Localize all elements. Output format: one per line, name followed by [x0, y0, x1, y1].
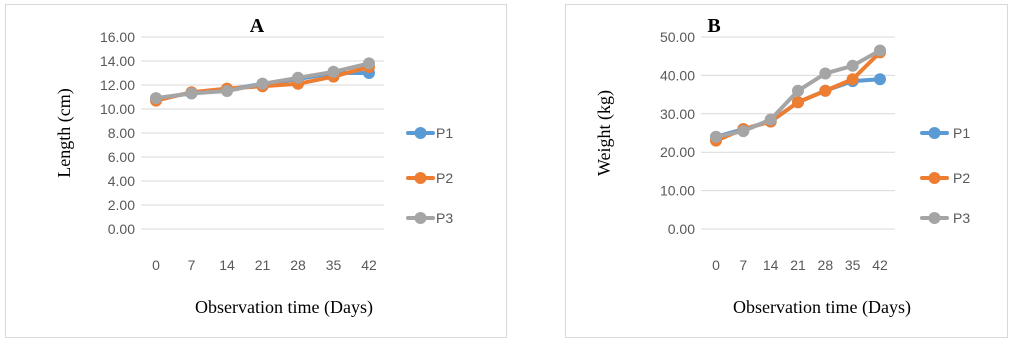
- data-point-p3: [150, 92, 162, 105]
- y-tick-label: 20.00: [660, 144, 695, 160]
- legend-label-p3: P3: [436, 210, 453, 226]
- data-point-p3: [874, 44, 886, 57]
- data-point-p1: [874, 73, 886, 86]
- legend-label-p1: P1: [436, 125, 453, 141]
- x-tick-label: 28: [818, 257, 834, 273]
- data-point-p3: [819, 67, 832, 80]
- x-tick-label: 7: [188, 257, 196, 273]
- data-point-p3: [256, 77, 269, 90]
- x-tick-label: 14: [763, 257, 779, 273]
- data-point-p3: [846, 59, 859, 72]
- y-tick-label: 50.00: [660, 29, 695, 45]
- y-axis-title: Weight (kg): [594, 90, 615, 176]
- y-tick-label: 10.00: [660, 183, 695, 199]
- legend-marker-p1: [414, 127, 427, 139]
- chart-panel-a: 0.00 2.00 4.00 6.00 8.00 10.00 12.00 14.00 16.00…: [5, 4, 507, 338]
- x-tick-label: 7: [739, 257, 747, 273]
- data-point-p2: [819, 84, 832, 97]
- y-tick-label: 14.00: [100, 53, 135, 69]
- x-tick-label: 35: [845, 257, 861, 273]
- data-point-p3: [710, 130, 722, 143]
- x-tick-label: 28: [290, 257, 306, 273]
- x-tick-label: 42: [872, 257, 888, 273]
- y-tick-label: 6.00: [108, 149, 135, 165]
- y-axis-title: Length (cm): [54, 88, 75, 177]
- data-point-p2: [846, 73, 859, 86]
- panel-label: B: [707, 15, 720, 37]
- legend-label-p3: P3: [953, 210, 970, 226]
- y-tick-label: 0.00: [668, 221, 695, 237]
- y-tick-label: 30.00: [660, 106, 695, 122]
- chart-b-svg: 0.00 10.00 20.00 30.00 40.00 50.00 0 7 14 21 28 35 4…: [594, 15, 970, 318]
- y-tick-label: 4.00: [108, 173, 135, 189]
- data-point-p3: [327, 65, 340, 78]
- y-tick-label: 40.00: [660, 67, 695, 83]
- x-axis-title: Observation time (Days): [195, 297, 373, 318]
- chart-a-svg: 0.00 2.00 4.00 6.00 8.00 10.00 12.00 14.00 16.00…: [54, 15, 453, 318]
- x-tick-label: 0: [712, 257, 720, 273]
- legend-label-p1: P1: [953, 125, 970, 141]
- x-tick-label: 35: [326, 257, 342, 273]
- legend-label-p2: P2: [436, 170, 453, 186]
- data-point-p3: [292, 71, 304, 84]
- legend-label-p2: P2: [953, 170, 970, 186]
- data-point-p3: [221, 85, 233, 97]
- data-point-p3: [185, 87, 198, 100]
- x-tick-label: 0: [152, 257, 160, 273]
- data-point-p3: [737, 125, 750, 138]
- data-point-p3: [792, 84, 804, 97]
- legend-marker-p3: [928, 212, 941, 224]
- x-tick-label: 42: [361, 257, 377, 273]
- chart-panel-b: 0.00 10.00 20.00 30.00 40.00 50.00 0 7 14 21 28 35 4…: [565, 4, 1008, 338]
- y-tick-label: 12.00: [100, 77, 135, 93]
- data-point-p3: [363, 57, 375, 70]
- legend-marker-p1: [928, 127, 941, 139]
- panel-label: A: [250, 15, 265, 37]
- legend-marker-p2: [414, 172, 427, 184]
- y-tick-label: 10.00: [100, 101, 135, 117]
- x-tick-label: 14: [219, 257, 235, 273]
- y-tick-label: 2.00: [108, 197, 135, 213]
- y-tick-label: 8.00: [108, 125, 135, 141]
- legend-marker-p3: [414, 212, 427, 224]
- data-point-p3: [764, 113, 777, 126]
- y-tick-label: 0.00: [108, 221, 135, 237]
- x-tick-label: 21: [255, 257, 271, 273]
- y-tick-label: 16.00: [100, 29, 135, 45]
- x-tick-label: 21: [790, 257, 806, 273]
- data-point-p2: [792, 96, 804, 109]
- legend-marker-p2: [928, 172, 941, 184]
- x-axis-title: Observation time (Days): [733, 297, 911, 318]
